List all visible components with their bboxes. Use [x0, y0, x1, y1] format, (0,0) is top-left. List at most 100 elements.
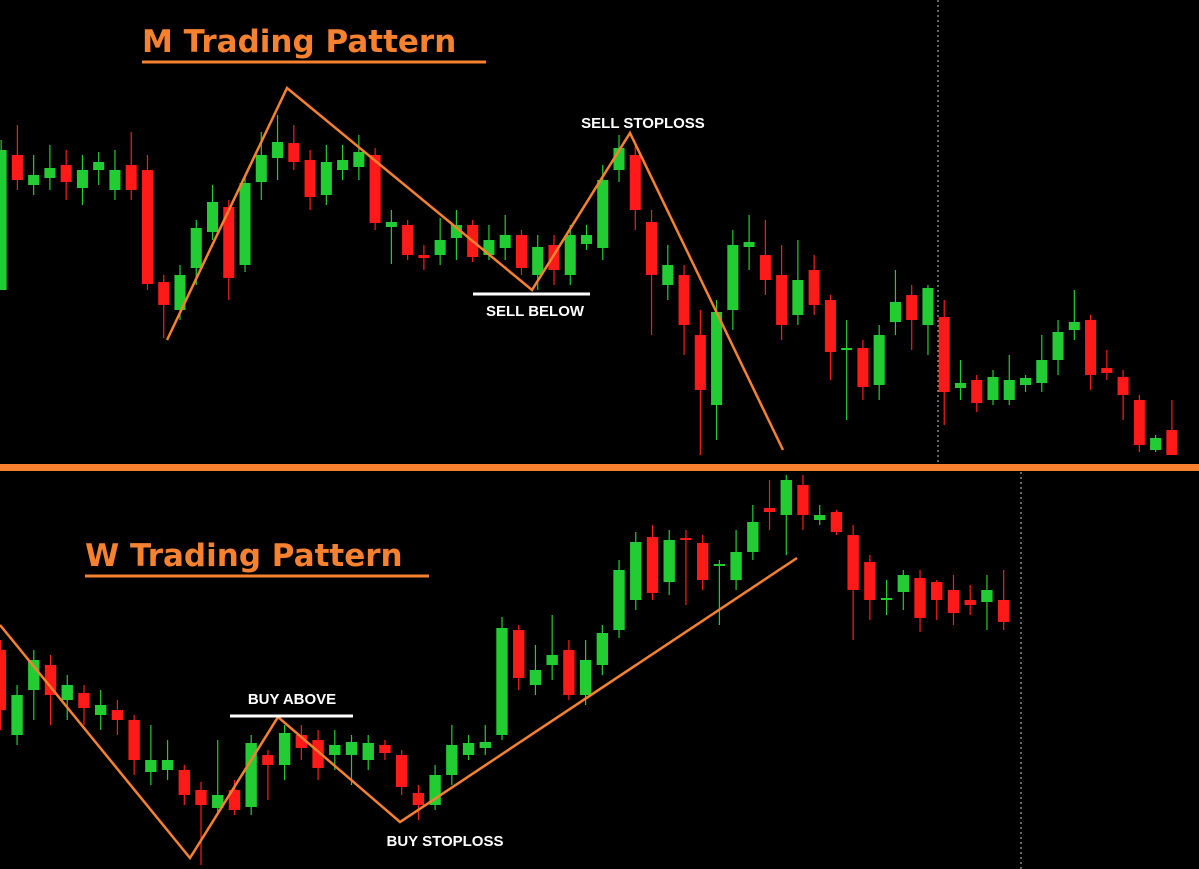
candle-body	[462, 743, 475, 755]
candle-body	[479, 742, 491, 748]
candle-body	[513, 630, 525, 678]
candle-body	[780, 480, 792, 515]
candle-body	[532, 247, 544, 275]
candle-body	[11, 695, 23, 735]
candle-body	[680, 538, 692, 540]
candle-body	[28, 660, 40, 690]
candle-body	[663, 540, 675, 582]
candle-body	[515, 235, 527, 268]
candle-body	[272, 142, 284, 158]
candle-body	[223, 207, 235, 278]
candle-body	[60, 165, 72, 182]
candle-body	[0, 150, 7, 290]
candle-body	[0, 650, 7, 710]
candle-body	[109, 170, 121, 190]
candle-body	[161, 760, 174, 770]
candle-body	[938, 317, 950, 392]
candle-body	[727, 245, 739, 310]
candle-body	[402, 225, 414, 255]
candle-body	[971, 380, 983, 403]
candle-body	[345, 742, 358, 755]
candle-body	[412, 793, 425, 805]
candle-body	[987, 377, 999, 400]
candle-body	[28, 175, 40, 185]
candle-body	[44, 665, 57, 695]
candle-body	[78, 693, 90, 708]
candle-body	[759, 255, 771, 280]
candle-body	[312, 740, 324, 768]
candle-body	[981, 590, 993, 602]
candle-body	[776, 275, 788, 325]
candle-body	[580, 235, 593, 244]
candle-body	[1166, 430, 1178, 455]
candle-body	[278, 733, 291, 765]
candle-body	[630, 542, 642, 600]
candle-body	[646, 222, 658, 275]
candle-body	[1085, 320, 1097, 375]
candle-body	[711, 312, 723, 405]
candle-body	[1052, 332, 1064, 360]
candle-body	[174, 275, 186, 310]
candle-body	[446, 745, 458, 775]
candle-body	[646, 537, 659, 593]
candle-body	[418, 255, 430, 258]
candle-body	[128, 720, 140, 760]
candle-body	[873, 335, 885, 385]
candle-body	[1133, 400, 1145, 445]
candle-body	[548, 245, 560, 270]
candle-body	[11, 155, 23, 180]
candle-body	[922, 288, 934, 325]
candle-body	[529, 670, 542, 685]
candle-body	[857, 348, 869, 387]
candle-body	[864, 562, 876, 600]
candle-body	[1068, 322, 1080, 330]
candle-body	[145, 760, 157, 772]
candle-body	[483, 240, 495, 255]
candle-body	[613, 570, 625, 630]
candle-body	[906, 295, 918, 320]
candle-body	[964, 600, 976, 605]
candle-body	[450, 225, 462, 238]
candle-body	[564, 235, 576, 275]
candle-body	[830, 512, 843, 532]
candle-body	[954, 383, 967, 388]
candle-body	[353, 152, 365, 167]
candle-body	[195, 790, 207, 805]
candle-body	[228, 790, 241, 810]
candle-body	[245, 743, 257, 807]
candle-body	[125, 165, 137, 190]
candle-body	[206, 202, 219, 232]
candle-body	[847, 535, 859, 590]
candle-body	[44, 168, 56, 178]
candle-body	[429, 775, 441, 805]
candle-body	[329, 745, 341, 755]
candle-body	[792, 280, 804, 315]
candle-body	[93, 162, 105, 170]
candle-body	[499, 235, 511, 248]
candle-body	[678, 275, 690, 325]
candle-body	[288, 143, 300, 162]
annotation: BUY STOPLOSS	[387, 833, 504, 850]
candle-body	[1036, 360, 1048, 383]
candle-body	[95, 705, 107, 715]
candle-body	[76, 170, 88, 188]
candles	[0, 115, 1178, 865]
candle-body	[190, 228, 202, 268]
candle-body	[212, 795, 224, 808]
candle-body	[369, 155, 381, 223]
candle-body	[262, 755, 274, 765]
candle-body	[713, 564, 726, 566]
candle-body	[320, 162, 332, 195]
candle-body	[362, 743, 374, 760]
chart-title: W Trading Pattern	[85, 538, 403, 574]
candle-body	[814, 515, 826, 520]
candle-body	[743, 242, 755, 247]
candle-body	[61, 685, 73, 700]
annotation: SELL STOPLOSS	[581, 115, 705, 132]
candle-body	[797, 485, 809, 515]
candle-body	[304, 160, 316, 197]
candle-body	[337, 160, 349, 170]
candle-body	[295, 735, 308, 748]
